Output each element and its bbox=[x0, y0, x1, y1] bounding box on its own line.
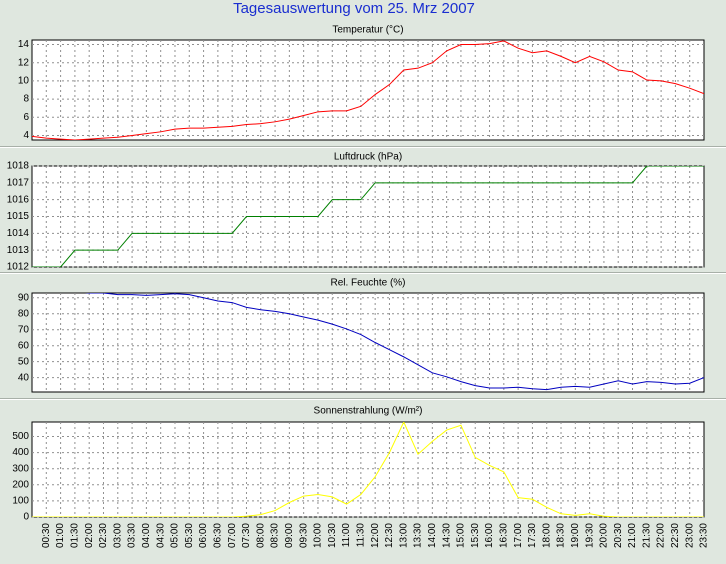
y-tick-label: 100 bbox=[12, 496, 29, 507]
x-tick-label: 09:30 bbox=[298, 523, 309, 548]
y-tick-label: 1018 bbox=[7, 161, 30, 172]
y-tick-label: 1015 bbox=[7, 211, 30, 222]
x-tick-label: 22:00 bbox=[656, 523, 667, 548]
y-tick-label: 200 bbox=[12, 479, 29, 490]
y-tick-label: 10 bbox=[18, 76, 30, 87]
x-tick-label: 22:30 bbox=[670, 523, 681, 548]
x-tick-label: 01:30 bbox=[70, 523, 81, 548]
y-tick-label: 1013 bbox=[7, 245, 30, 256]
x-tick-label: 08:30 bbox=[270, 523, 281, 548]
panel-title: Sonnenstrahlung (W/m²) bbox=[314, 406, 423, 417]
x-tick-label: 17:00 bbox=[513, 523, 524, 548]
y-tick-label: 12 bbox=[18, 57, 30, 68]
y-tick-label: 50 bbox=[18, 356, 30, 367]
x-tick-label: 07:30 bbox=[241, 523, 252, 548]
x-tick-label: 23:30 bbox=[699, 523, 710, 548]
x-tick-label: 03:00 bbox=[112, 523, 123, 548]
x-tick-label: 14:00 bbox=[427, 523, 438, 548]
x-tick-label: 03:30 bbox=[127, 523, 138, 548]
x-tick-label: 23:00 bbox=[684, 523, 695, 548]
panel-title: Luftdruck (hPa) bbox=[334, 152, 402, 163]
y-tick-label: 4 bbox=[23, 130, 29, 141]
y-tick-label: 1016 bbox=[7, 194, 30, 205]
x-tick-label: 13:30 bbox=[413, 523, 424, 548]
y-tick-label: 8 bbox=[23, 94, 29, 105]
y-tick-label: 300 bbox=[12, 463, 29, 474]
x-tick-label: 19:00 bbox=[570, 523, 581, 548]
x-tick-label: 15:00 bbox=[456, 523, 467, 548]
x-tick-label: 04:00 bbox=[141, 523, 152, 548]
data-line bbox=[84, 293, 704, 391]
x-tick-label: 06:00 bbox=[198, 523, 209, 548]
y-tick-label: 60 bbox=[18, 340, 30, 351]
x-tick-label: 00:30 bbox=[41, 523, 52, 548]
y-tick-label: 90 bbox=[18, 292, 30, 303]
x-tick-label: 16:30 bbox=[498, 523, 509, 548]
x-tick-label: 09:00 bbox=[284, 523, 295, 548]
x-tick-label: 18:00 bbox=[541, 523, 552, 548]
x-tick-label: 20:30 bbox=[613, 523, 624, 548]
x-tick-label: 18:30 bbox=[556, 523, 567, 548]
x-tick-label: 07:00 bbox=[227, 523, 238, 548]
series bbox=[32, 40, 704, 140]
data-line bbox=[32, 422, 704, 517]
x-tick-label: 06:30 bbox=[213, 523, 224, 548]
plot-area bbox=[31, 292, 705, 393]
y-tick-label: 6 bbox=[23, 112, 29, 123]
x-tick-label: 05:30 bbox=[184, 523, 195, 548]
y-tick-label: 14 bbox=[18, 39, 30, 50]
data-line bbox=[32, 166, 704, 267]
series bbox=[84, 293, 704, 391]
x-tick-label: 11:30 bbox=[355, 523, 366, 548]
x-tick-label: 10:30 bbox=[327, 523, 338, 548]
y-tick-label: 500 bbox=[12, 431, 29, 442]
panel-title: Temperatur (°C) bbox=[332, 25, 403, 36]
y-tick-label: 1014 bbox=[7, 228, 30, 239]
x-tick-label: 20:00 bbox=[599, 523, 610, 548]
x-tick-label: 02:30 bbox=[98, 523, 109, 548]
x-tick-label: 21:00 bbox=[627, 523, 638, 548]
panel-title: Rel. Feuchte (%) bbox=[330, 278, 405, 289]
x-tick-label: 16:00 bbox=[484, 523, 495, 548]
x-tick-label: 01:00 bbox=[55, 523, 66, 548]
x-tick-label: 13:00 bbox=[398, 523, 409, 548]
x-tick-label: 05:00 bbox=[170, 523, 181, 548]
y-tick-label: 1012 bbox=[7, 262, 30, 273]
plot-area bbox=[31, 39, 705, 141]
x-tick-label: 04:30 bbox=[155, 523, 166, 548]
x-tick-label: 12:00 bbox=[370, 523, 381, 548]
x-tick-label: 11:00 bbox=[341, 523, 352, 548]
series bbox=[32, 166, 704, 267]
x-tick-label: 02:00 bbox=[84, 523, 95, 548]
x-tick-label: 21:30 bbox=[641, 523, 652, 548]
y-tick-label: 70 bbox=[18, 324, 30, 335]
x-tick-label: 15:30 bbox=[470, 523, 481, 548]
x-tick-label: 08:00 bbox=[255, 523, 266, 548]
x-tick-label: 10:00 bbox=[313, 523, 324, 548]
y-tick-label: 0 bbox=[23, 512, 29, 523]
y-tick-label: 1017 bbox=[7, 177, 30, 188]
x-tick-label: 19:30 bbox=[584, 523, 595, 548]
y-tick-label: 40 bbox=[18, 372, 30, 383]
y-tick-label: 400 bbox=[12, 447, 29, 458]
data-line bbox=[32, 40, 704, 140]
report-title: Tagesauswertung vom 25. Mrz 2007 bbox=[233, 0, 475, 17]
x-tick-label: 14:30 bbox=[441, 523, 452, 548]
series bbox=[32, 422, 704, 517]
y-tick-label: 80 bbox=[18, 308, 30, 319]
x-tick-label: 12:30 bbox=[384, 523, 395, 548]
x-tick-label: 17:30 bbox=[527, 523, 538, 548]
